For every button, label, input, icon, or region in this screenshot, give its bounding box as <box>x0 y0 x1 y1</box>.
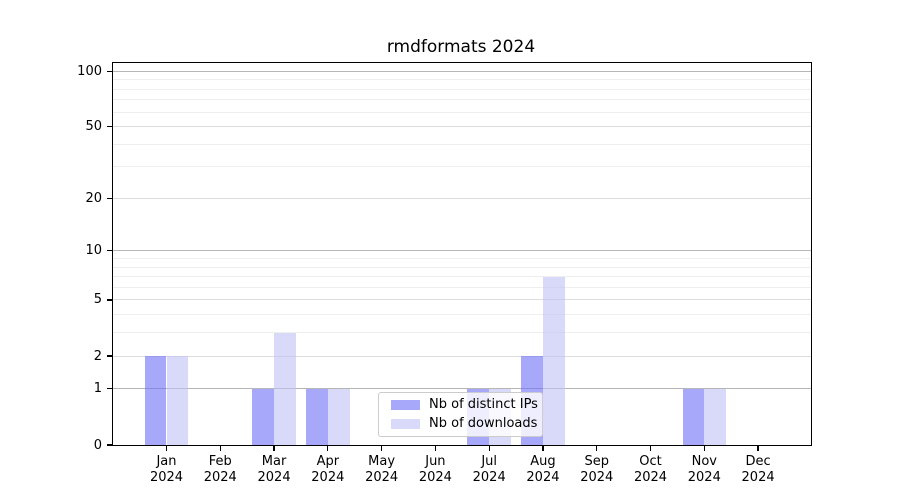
x-tick-label-jan: Jan 2024 <box>149 454 184 485</box>
minor-gridline-y-6 <box>113 286 811 288</box>
y-tick-label-5: 5 <box>93 292 102 308</box>
x-tick-dec <box>757 446 759 451</box>
bar-nb-of-distinct-ips-nov <box>682 388 705 445</box>
minor-gridline-y-3 <box>113 332 811 334</box>
minor-gridline-y-8 <box>113 266 811 268</box>
bar-nb-of-downloads-jan <box>166 356 189 445</box>
gridline-y-100 <box>113 70 811 72</box>
x-tick-apr <box>327 446 329 451</box>
x-tick-jul <box>488 446 490 451</box>
x-tick-may <box>381 446 383 451</box>
chart-title: rmdformats 2024 <box>386 37 536 57</box>
x-tick-label-jul: Jul 2024 <box>472 454 506 485</box>
x-tick-label-nov: Nov 2024 <box>687 454 721 485</box>
y-tick-1 <box>106 388 112 390</box>
x-tick-nov <box>703 446 705 451</box>
gridline-y-2 <box>113 355 811 357</box>
x-tick-sep <box>596 446 598 451</box>
y-tick-10 <box>106 250 112 252</box>
minor-gridline-y-80 <box>113 88 811 90</box>
x-tick-label-mar: Mar 2024 <box>257 454 291 485</box>
y-tick-20 <box>106 197 112 200</box>
minor-gridline-y-60 <box>113 111 811 113</box>
bar-nb-of-downloads-aug <box>542 276 565 445</box>
minor-gridline-y-40 <box>113 143 811 145</box>
gridline-y-10 <box>113 250 811 252</box>
y-tick-50 <box>106 126 112 128</box>
y-tick-label-0: 0 <box>93 437 102 453</box>
legend-item-distinct-ips: Nb of distinct IPs <box>391 397 538 413</box>
x-tick-jun <box>434 446 436 451</box>
x-tick-label-may: May 2024 <box>365 454 399 485</box>
minor-gridline-y-30 <box>113 166 811 168</box>
legend-swatch-downloads <box>391 418 420 430</box>
bar-nb-of-downloads-mar <box>274 332 296 445</box>
minor-gridline-y-7 <box>113 276 811 278</box>
y-tick-label-1: 1 <box>93 381 102 397</box>
legend-label-downloads: Nb of downloads <box>429 416 538 431</box>
x-tick-oct <box>649 446 652 451</box>
y-tick-label-2: 2 <box>93 348 102 364</box>
legend: Nb of distinct IPs Nb of downloads <box>378 392 543 437</box>
x-tick-label-sep: Sep 2024 <box>580 454 614 485</box>
plot-area <box>106 62 812 451</box>
x-tick-label-aug: Aug 2024 <box>526 454 560 485</box>
y-tick-label-100: 100 <box>77 63 102 79</box>
gridline-y-5 <box>113 299 811 301</box>
minor-gridline-y-70 <box>113 99 811 101</box>
x-tick-label-feb: Feb 2024 <box>203 454 237 485</box>
y-tick-label-10: 10 <box>85 243 102 259</box>
y-tick-100 <box>106 70 112 72</box>
x-tick-mar <box>273 446 275 451</box>
legend-item-downloads: Nb of downloads <box>391 416 538 432</box>
minor-gridline-y-90 <box>113 79 811 81</box>
minor-gridline-y-4 <box>113 314 811 316</box>
x-tick-label-oct: Oct 2024 <box>633 454 668 485</box>
x-tick-label-jun: Jun 2024 <box>418 454 452 485</box>
gridline-y-50 <box>113 126 811 128</box>
y-tick-label-20: 20 <box>85 191 102 207</box>
x-tick-label-dec: Dec 2024 <box>741 454 775 485</box>
legend-swatch-distinct-ips <box>391 399 420 411</box>
gridline-y-1 <box>113 388 811 390</box>
x-tick-label-apr: Apr 2024 <box>311 454 345 485</box>
y-tick-0 <box>106 444 112 446</box>
x-tick-aug <box>542 446 544 451</box>
y-tick-5 <box>106 299 112 301</box>
gridline-y-20 <box>113 198 811 200</box>
x-tick-jan <box>165 446 168 451</box>
minor-gridline-y-9 <box>113 258 811 260</box>
bar-nb-of-distinct-ips-jan <box>144 356 167 445</box>
bar-nb-of-distinct-ips-apr <box>306 388 328 445</box>
bar-nb-of-distinct-ips-mar <box>252 388 275 445</box>
x-tick-feb <box>219 446 221 451</box>
y-tick-label-50: 50 <box>85 119 102 135</box>
bar-nb-of-downloads-nov <box>704 388 727 445</box>
bar-nb-of-downloads-apr <box>327 388 350 445</box>
y-tick-2 <box>106 355 112 357</box>
legend-label-distinct-ips: Nb of distinct IPs <box>429 397 538 412</box>
